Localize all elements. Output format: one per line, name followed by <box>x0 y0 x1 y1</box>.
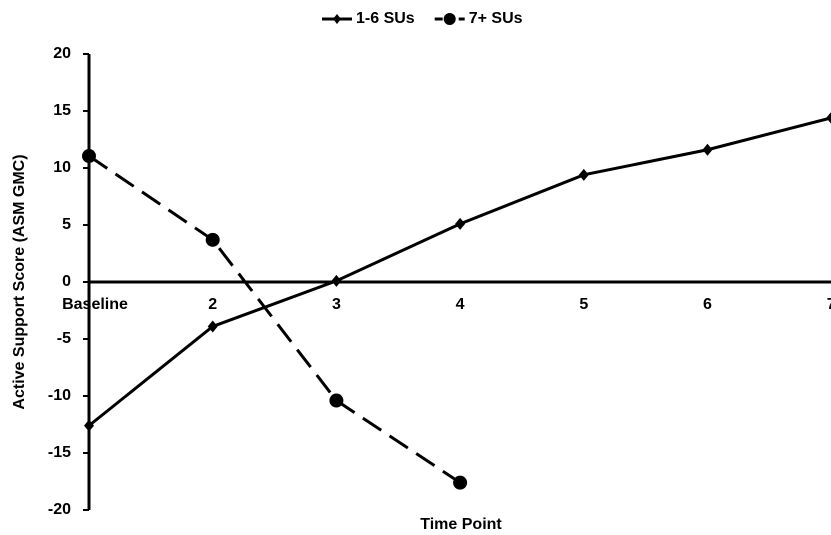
point <box>455 217 466 230</box>
x-tick-label: Baseline <box>62 296 128 313</box>
y-tick-label: 0 <box>62 273 71 290</box>
point <box>331 274 342 287</box>
x-tick-label: 2 <box>208 296 217 313</box>
y-axis-title: Active Support Score (ASM GMC) <box>11 154 28 409</box>
x-tick-label: 7 <box>827 296 831 313</box>
x-tick-label: 3 <box>332 296 341 313</box>
legend-marker <box>443 13 456 25</box>
point <box>453 475 468 490</box>
x-tick-label: 4 <box>456 296 465 313</box>
point <box>84 419 94 432</box>
series-line <box>88 116 831 427</box>
legend-label: 1-6 SUs <box>356 10 415 27</box>
y-tick-label: 10 <box>53 159 71 176</box>
point <box>329 393 344 408</box>
x-tick-label: 6 <box>703 296 712 313</box>
legend-label: 7+ SUs <box>469 10 523 27</box>
x-axis-title: Time Point <box>420 516 502 533</box>
legend-marker <box>333 14 341 24</box>
y-tick-label: -10 <box>48 387 71 404</box>
point <box>826 112 831 124</box>
y-tick-label: -5 <box>57 330 71 347</box>
point <box>205 232 220 247</box>
series-line <box>88 154 461 484</box>
y-tick-label: 20 <box>53 45 71 62</box>
point <box>207 320 218 333</box>
y-tick-label: 5 <box>62 216 71 233</box>
point <box>702 143 713 156</box>
point <box>82 149 96 164</box>
x-tick-label: 5 <box>579 296 588 313</box>
y-tick-label: -15 <box>48 444 71 461</box>
y-tick-label: 15 <box>53 102 71 119</box>
point <box>578 168 589 181</box>
y-tick-label: -20 <box>48 501 71 518</box>
